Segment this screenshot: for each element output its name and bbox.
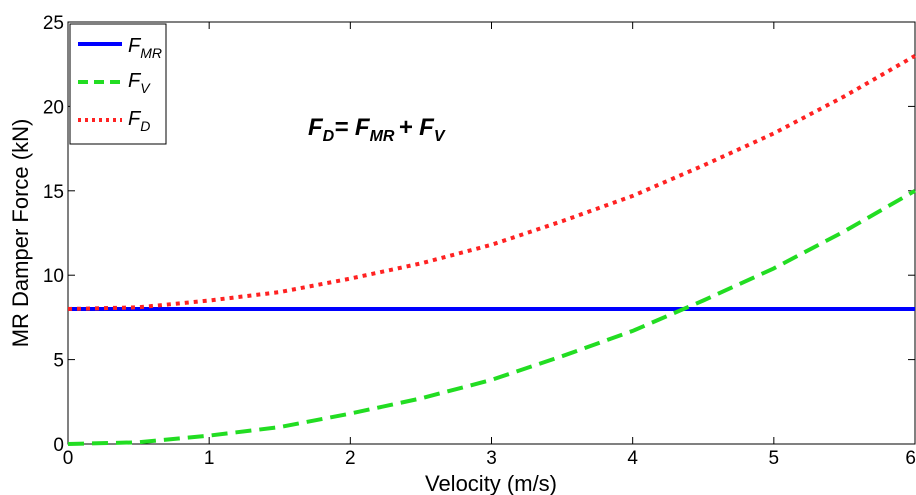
legend-fv-base: F (128, 70, 142, 92)
y-tick-label: 10 (43, 266, 64, 287)
legend-label-fv: FV (128, 70, 151, 96)
legend-label-fmr: FMR (128, 35, 162, 61)
x-tick-label: 6 (905, 448, 916, 469)
legend-fv-sub: V (140, 80, 151, 96)
legend-fmr-sub: MR (140, 45, 162, 61)
y-tick-label: 25 (43, 13, 64, 34)
legend-fd-sub: D (140, 118, 150, 134)
eq-term-fmr-base: = F (334, 114, 371, 141)
series-layer (67, 54, 916, 446)
x-tick-label: 3 (486, 448, 497, 469)
eq-term-fd-base: F (308, 114, 324, 141)
series-line-v (67, 189, 916, 446)
plot-area (67, 21, 916, 445)
equation-annotation: FD= FMR + FV (308, 114, 446, 145)
eq-term-fv-sub: V (434, 128, 446, 145)
eq-term-fd-sub: D (323, 128, 335, 145)
x-tick-label: 5 (769, 448, 780, 469)
y-axis-title: MR Damper Force (kN) (8, 119, 33, 348)
legend-fmr-base: F (128, 35, 142, 57)
x-tick-label: 4 (627, 448, 638, 469)
x-axis-title: Velocity (m/s) (425, 471, 557, 495)
x-tick-label: 2 (345, 448, 356, 469)
legend-label-fd: FD (128, 108, 150, 134)
eq-term-fmr-sub: MR (370, 128, 395, 145)
axis-ticks: 0 1 2 3 4 5 6 0 5 10 15 20 25 (43, 13, 916, 469)
eq-term-fv-base: + F (398, 114, 435, 141)
legend: FMR FV FD (69, 23, 167, 145)
y-tick-label: 15 (43, 182, 64, 203)
x-tick-label: 1 (204, 448, 215, 469)
y-tick-label: 20 (43, 97, 64, 118)
y-tick-label: 5 (53, 351, 64, 372)
legend-fd-base: F (128, 108, 142, 130)
y-tick-label: 0 (53, 435, 64, 456)
x-tick-label: 0 (63, 448, 74, 469)
